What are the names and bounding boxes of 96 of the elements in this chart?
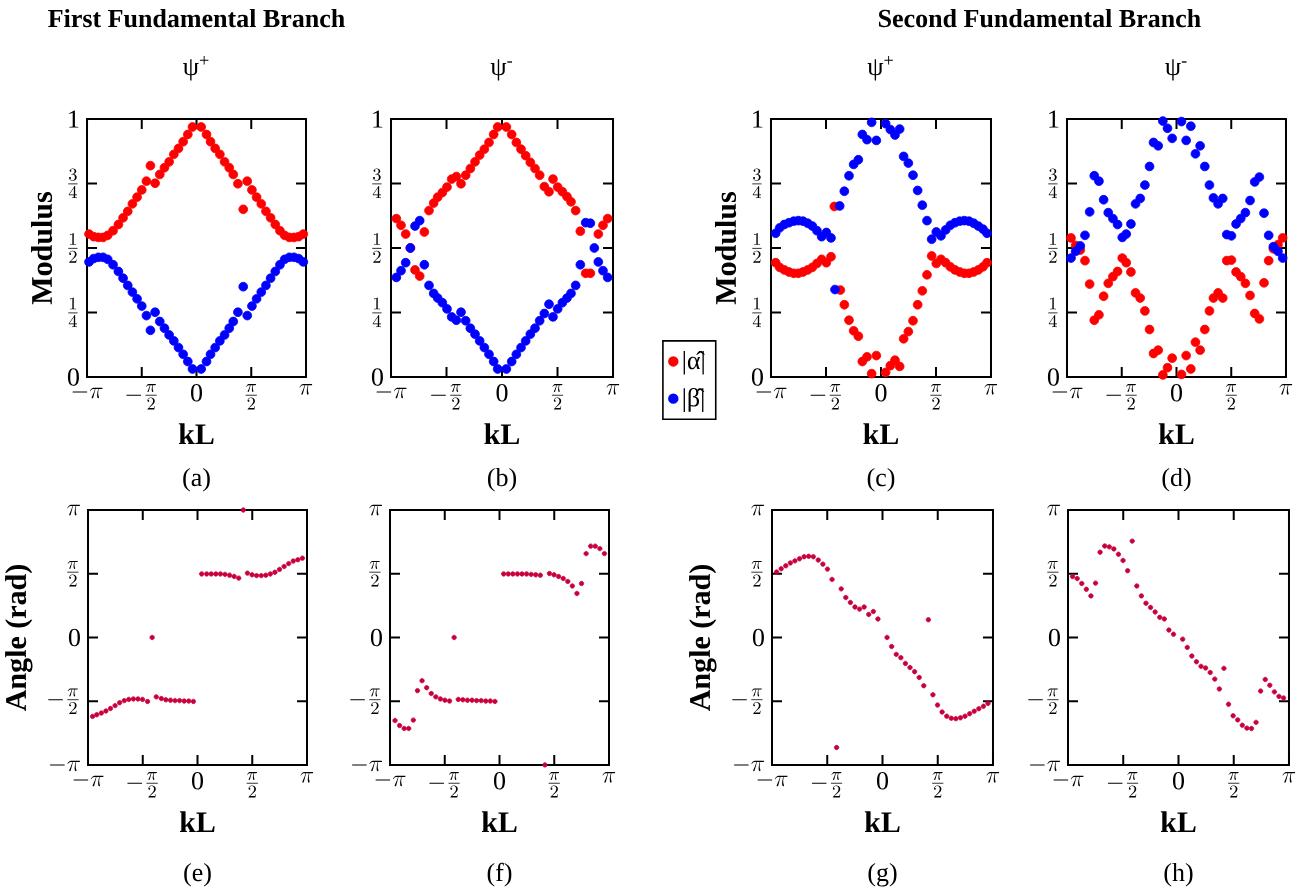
legend-label: |β̂| <box>683 387 705 412</box>
text: (b) <box>487 467 517 492</box>
x-tick-label: $\frac{\pi}{2}$ <box>548 772 560 798</box>
x-tick-label: $\pi$ <box>1282 772 1296 783</box>
x-axis-title: kL <box>179 811 215 833</box>
x-tick-label: $\pi$ <box>602 772 616 783</box>
y-tick-label: $\frac{1}{4}$ <box>372 297 382 328</box>
y-tick-label: $\frac{1}{4}$ <box>68 297 78 328</box>
x-tick-label: $\frac{\pi}{2}$ <box>1225 384 1237 410</box>
chart-subtitle: ψ$^{-}$ <box>1165 59 1187 81</box>
x-tick-label: 0 <box>875 384 887 402</box>
x-tick-label: $-\frac{\pi}{2}$ <box>811 772 843 798</box>
y-axis-title: Modulus <box>714 192 737 305</box>
x-tick-label: 0 <box>192 772 204 790</box>
y-tick-label: $\frac{\pi}{2}$ <box>67 561 79 587</box>
y-tick-label: $-\pi$ <box>734 760 765 772</box>
y-tick-label: $\pi$ <box>369 504 383 516</box>
y-tick-label: $-\frac{\pi}{2}$ <box>48 688 79 714</box>
y-tick-label: $\pi$ <box>1047 504 1061 516</box>
chart-subtitle: ψ$^{+}$ <box>183 56 209 81</box>
chart-title: Second Fundamental Branch <box>878 8 1201 28</box>
y-tick-label: 0 <box>68 628 80 647</box>
x-tick-label: 0 <box>1173 772 1185 790</box>
y-tick-label: $\frac{1}{2}$ <box>372 232 382 263</box>
x-axis-title: kL <box>1160 811 1196 833</box>
y-tick-label: $\frac{1}{2}$ <box>752 232 762 263</box>
x-axis-title: kL <box>1158 423 1194 445</box>
x-tick-label: $\pi$ <box>299 384 313 395</box>
text: (a) <box>183 467 210 492</box>
y-tick-label: $\frac{1}{2}$ <box>68 232 78 263</box>
y-tick-label: $\frac{3}{4}$ <box>372 168 382 199</box>
x-tick-label: $-\frac{\pi}{2}$ <box>127 772 158 798</box>
text: (h) <box>1164 862 1193 887</box>
x-tick-label: $-\frac{\pi}{2}$ <box>1106 384 1137 410</box>
x-tick-label: $-\frac{\pi}{2}$ <box>429 772 460 798</box>
text: (e) <box>184 862 211 887</box>
x-tick-label: 0 <box>496 384 508 402</box>
x-axis-title: kL <box>481 811 517 833</box>
text: (d) <box>1162 467 1191 492</box>
chart-title: First Fundamental Branch <box>48 8 345 28</box>
x-tick-label: $-\frac{\pi}{2}$ <box>126 384 157 410</box>
x-tick-label: $\pi$ <box>606 384 620 395</box>
x-tick-label: $\frac{\pi}{2}$ <box>246 772 258 798</box>
x-tick-label: $\pi$ <box>1279 384 1293 395</box>
x-tick-label: $-\frac{\pi}{2}$ <box>431 384 462 410</box>
y-tick-label: $-\pi$ <box>50 760 81 772</box>
y-tick-label: $\frac{1}{4}$ <box>1048 297 1058 328</box>
x-tick-label: $\frac{\pi}{2}$ <box>245 384 257 410</box>
y-tick-label: $\frac{1}{4}$ <box>752 297 762 328</box>
x-tick-label: $\frac{\pi}{2}$ <box>551 384 564 410</box>
chart-subtitle: ψ$^{+}$ <box>867 56 893 81</box>
y-tick-label: 0 <box>1048 628 1060 647</box>
y-tick-label: $-\pi$ <box>352 760 383 772</box>
x-tick-label: $\frac{\pi}{2}$ <box>930 384 942 410</box>
x-axis-title: kL <box>178 423 214 445</box>
y-tick-label: 1 <box>753 110 763 128</box>
y-axis-title: Modulus <box>31 192 53 305</box>
x-tick-label: $\frac{\pi}{2}$ <box>1228 772 1240 798</box>
y-axis-title: Angle (rad) <box>5 565 33 711</box>
y-tick-label: $\frac{\pi}{2}$ <box>1047 561 1059 587</box>
y-tick-label: 1 <box>1049 110 1059 128</box>
y-tick-label: 1 <box>373 110 383 128</box>
x-tick-label: 0 <box>494 772 506 790</box>
y-tick-label: $\frac{3}{4}$ <box>68 168 78 199</box>
y-tick-label: $\frac{3}{4}$ <box>1048 168 1058 199</box>
y-tick-label: $-\frac{\pi}{2}$ <box>1028 688 1059 714</box>
y-tick-label: $\frac{\pi}{2}$ <box>751 561 763 587</box>
y-tick-label: 1 <box>69 110 79 128</box>
x-tick-label: 0 <box>191 384 203 402</box>
legend-label: |α̂| <box>683 350 705 375</box>
y-tick-label: $-\pi$ <box>1030 760 1061 772</box>
y-tick-label: $\frac{1}{2}$ <box>1048 232 1058 263</box>
x-tick-label: $\pi$ <box>300 772 314 783</box>
text: (c) <box>867 467 895 492</box>
y-tick-label: 0 <box>370 628 382 647</box>
y-tick-label: $-\frac{\pi}{2}$ <box>732 688 763 714</box>
x-tick-label: $\pi$ <box>986 772 1000 783</box>
x-axis-title: kL <box>864 811 900 833</box>
x-tick-label: 0 <box>877 772 889 790</box>
y-tick-label: $\frac{\pi}{2}$ <box>369 561 381 587</box>
y-tick-label: $\pi$ <box>751 504 765 516</box>
y-tick-label: $-\frac{\pi}{2}$ <box>350 688 381 714</box>
y-tick-label: 0 <box>752 628 764 647</box>
text: (f) <box>487 862 512 887</box>
chart-subtitle: ψ$^{-}$ <box>490 59 513 81</box>
text: (g) <box>868 862 897 887</box>
x-tick-label: $\frac{\pi}{2}$ <box>932 772 944 798</box>
y-tick-label: $\frac{3}{4}$ <box>752 168 762 199</box>
x-tick-label: 0 <box>1171 384 1183 402</box>
y-axis-title: Angle (rad) <box>689 565 717 711</box>
x-tick-label: $-\frac{\pi}{2}$ <box>1107 772 1139 798</box>
x-tick-label: $-\frac{\pi}{2}$ <box>810 384 841 410</box>
y-tick-label: $\pi$ <box>67 504 81 516</box>
x-axis-title: kL <box>863 423 899 445</box>
x-tick-label: $\pi$ <box>984 384 998 395</box>
x-axis-title: kL <box>484 423 520 445</box>
